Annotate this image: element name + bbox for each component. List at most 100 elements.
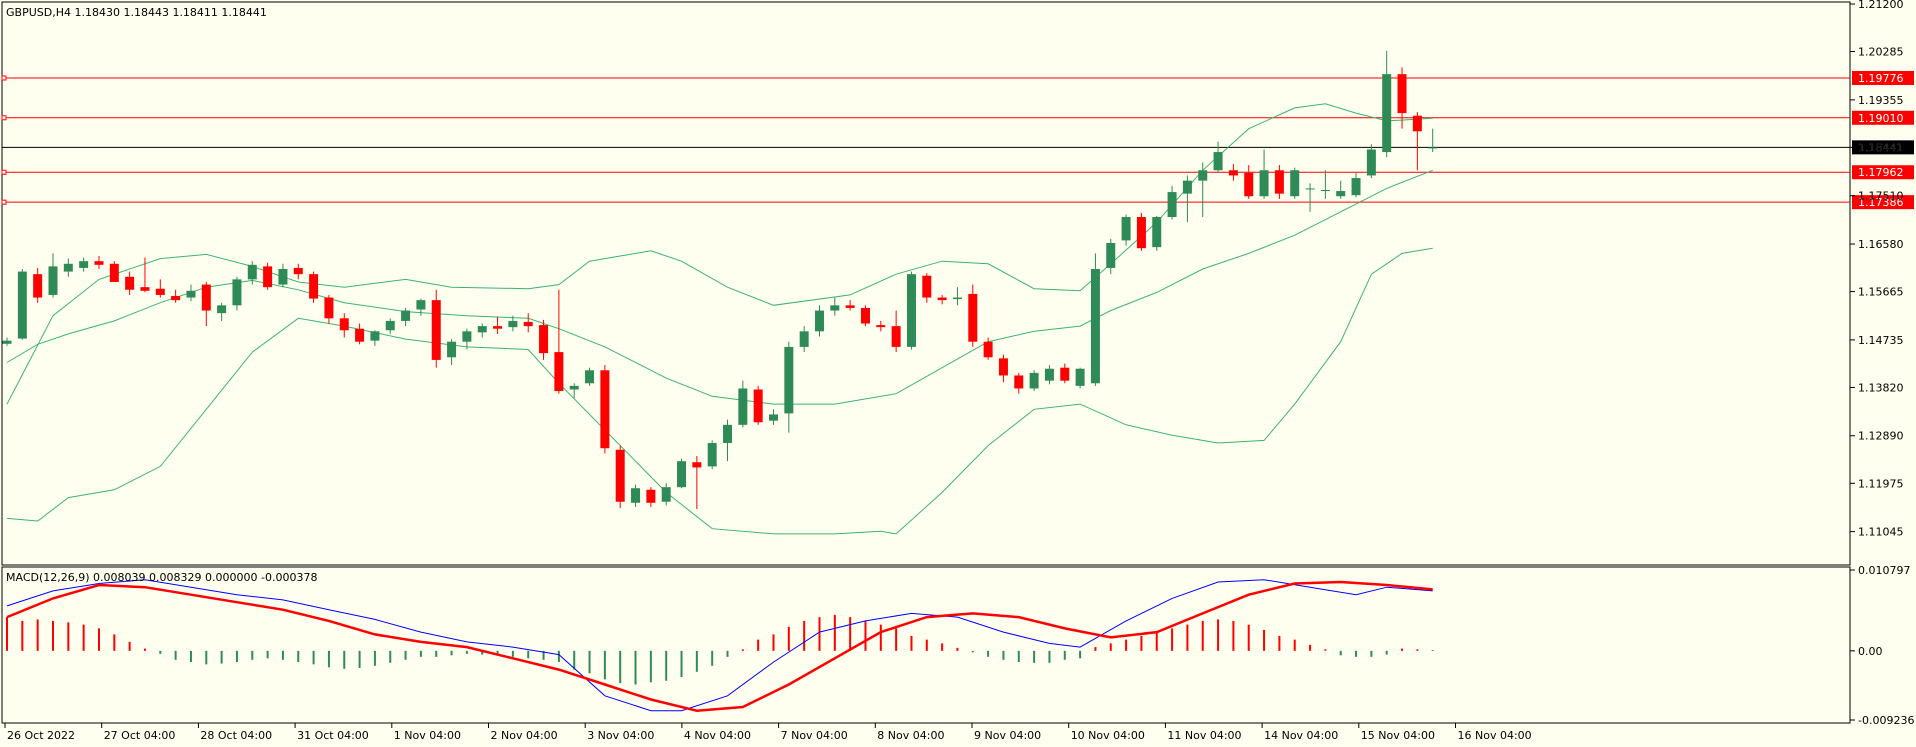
candle-bull [385,318,395,334]
time-tick-label: 15 Nov 04:00 [1361,729,1435,742]
candle-body [339,318,349,331]
candle-bull [1090,253,1100,386]
candle-body [922,275,932,298]
bollinger-lower [6,247,1433,535]
candle-body [1244,172,1254,197]
candle-bear [1412,112,1422,171]
horizontal-levels[interactable]: 1.19776 1.19010 1.17962 1.17386 1.18441 [1,70,1914,210]
candle-bear [692,456,702,510]
candle-bull [952,287,962,306]
candle-bull [247,261,257,285]
candle-bear [1136,212,1146,251]
candle-bull [1213,141,1223,173]
price-tick-label: 1.13820 [1858,381,1904,394]
level-price-box [1852,165,1914,180]
candle-body [431,300,441,360]
price-tick-label: 1.19355 [1858,94,1904,107]
candle-bull [1366,144,1376,179]
candle-bear [155,279,165,298]
candle-body [646,489,656,503]
candle-body [140,287,150,291]
candle-body [677,461,687,488]
candle-bear [1274,165,1284,199]
candle-bear [845,300,855,311]
price-tick-label: 1.15665 [1858,286,1904,299]
candle-bull [447,339,457,366]
candle-bull [1106,238,1116,275]
candle-bull [1044,365,1054,385]
candle-body [171,295,181,301]
signal-line [6,580,1433,712]
candle-bear [600,365,610,454]
candle-bull [631,484,641,507]
candle-body [1320,190,1330,192]
candle-bear [263,262,273,290]
candle-bull [416,298,426,316]
candle-bull [401,307,411,327]
candle-body [1412,115,1422,132]
candle-body [1274,170,1284,194]
level-handle[interactable] [1,115,7,121]
time-tick-label: 11 Nov 04:00 [1167,729,1241,742]
candle-bull [79,257,89,272]
price-tick-label: 1.18441 [1858,141,1904,154]
candle-bear [539,319,549,360]
candle-body [523,321,533,327]
price-tick-label: 1.16580 [1858,238,1904,251]
candle-body [860,307,870,324]
time-tick-label: 1 Nov 04:00 [394,729,461,742]
candle-body [845,305,855,308]
candle-bull [830,297,840,316]
time-tick-label: 16 Nov 04:00 [1458,729,1532,742]
level-handle[interactable] [1,75,7,81]
candle-bear [355,323,365,345]
candle-body [738,388,748,425]
candle-body [1382,74,1392,153]
candle-bull [1182,175,1192,223]
candle-bull [1029,370,1039,392]
candle-bear [523,313,533,333]
candle-body [247,264,257,280]
price-tick-label: 1.17510 [1858,190,1904,203]
candle-body [477,326,487,333]
candle-bear [493,316,503,334]
candle-body [416,300,426,310]
candle-bear [1060,363,1070,384]
candle-bear [876,320,886,332]
time-tick-label: 31 Oct 04:00 [297,729,369,742]
price-tick-label: 1.21200 [1858,0,1904,11]
candle-body [539,325,549,354]
candle-bear [1244,165,1254,199]
candle-body [631,488,641,503]
candle-body [1136,217,1146,249]
candle-bear [891,310,901,353]
candle-bull [569,383,579,398]
candle-body [1198,170,1208,181]
price-tick-label: 1.14735 [1858,334,1904,347]
candle-body [585,370,595,384]
candle-body [462,331,472,342]
candle-body [661,487,671,502]
time-tick-label: 26 Oct 2022 [7,729,75,742]
candle-body [952,297,962,300]
level-handle[interactable] [1,199,7,205]
level-price-box [1852,70,1914,85]
macd-header-label: MACD(12,26,9) 0.008039 0.008329 0.000000… [6,571,317,584]
candle-body [186,290,196,298]
candle-body [1305,188,1315,190]
candle-body [278,268,288,285]
candle-bear [937,294,947,305]
candle-body [94,261,104,265]
time-tick-label: 3 Nov 04:00 [587,729,654,742]
candle-bear [753,385,763,425]
candle-bull [48,253,58,298]
macd-tick-label: 0.00 [1858,645,1883,658]
candle-body [1397,74,1407,114]
candle-body [707,443,717,467]
time-tick-label: 9 Nov 04:00 [974,729,1041,742]
level-handle[interactable] [1,169,7,175]
candle-body [1182,180,1192,194]
time-tick-label: 7 Nov 04:00 [781,729,848,742]
